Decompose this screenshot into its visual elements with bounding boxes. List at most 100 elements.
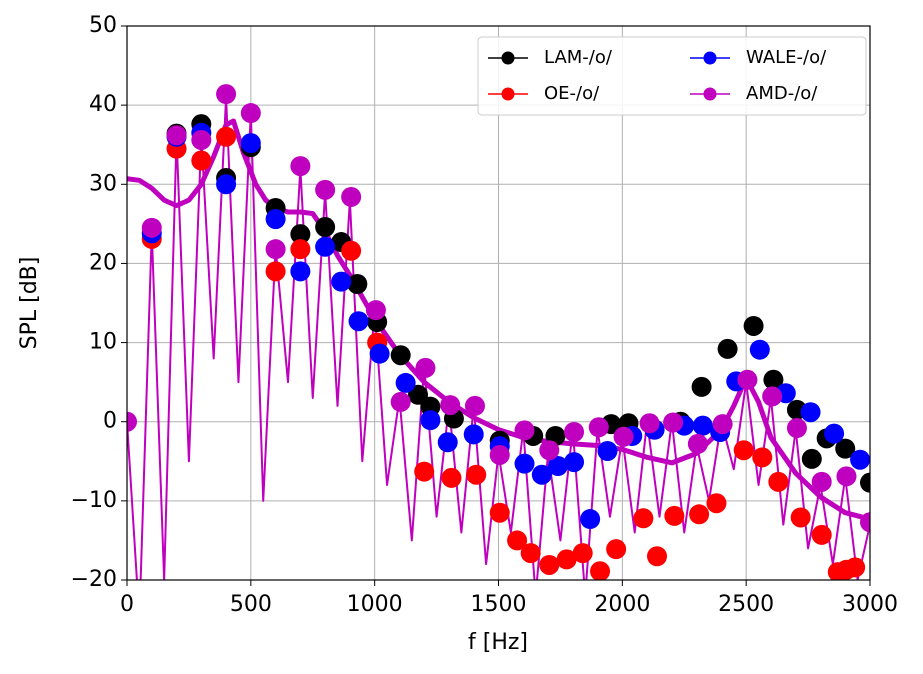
marker <box>348 311 369 332</box>
x-tick-label: 0 <box>120 592 134 617</box>
marker <box>547 456 568 477</box>
marker <box>606 539 627 560</box>
x-tick-label: 2000 <box>594 592 650 617</box>
marker <box>556 549 577 570</box>
legend-marker <box>703 87 717 101</box>
marker <box>860 472 870 493</box>
y-tick-label: −10 <box>71 488 117 513</box>
marker <box>315 217 336 238</box>
marker <box>712 414 733 435</box>
y-tick-label: 50 <box>89 13 117 38</box>
marker <box>369 343 390 364</box>
marker <box>590 561 611 580</box>
marker <box>240 103 261 124</box>
marker <box>539 440 560 461</box>
marker <box>408 384 429 405</box>
marker <box>415 357 436 378</box>
legend-box <box>477 36 867 116</box>
marker <box>390 391 411 412</box>
marker <box>768 471 789 492</box>
marker <box>347 274 368 295</box>
marker <box>265 209 286 230</box>
x-tick-label: 1000 <box>347 592 403 617</box>
marker <box>763 369 784 390</box>
marker <box>390 345 411 366</box>
marker <box>514 453 535 474</box>
marker <box>463 424 484 445</box>
marker <box>464 395 485 416</box>
marker <box>800 402 821 423</box>
marker <box>507 530 528 551</box>
x-axis-label: f [Hz] <box>468 630 528 655</box>
marker <box>786 418 807 439</box>
x-tick-label: 500 <box>230 592 272 617</box>
marker <box>564 452 585 473</box>
marker <box>845 557 866 578</box>
marker <box>341 186 362 207</box>
marker <box>860 512 870 533</box>
marker <box>520 543 541 564</box>
marker <box>216 174 237 195</box>
marker <box>633 508 654 529</box>
marker <box>564 422 585 443</box>
marker <box>737 369 758 390</box>
marker <box>290 224 311 245</box>
x-tick-label: 2500 <box>718 592 774 617</box>
y-tick-label: 10 <box>89 330 117 355</box>
marker <box>395 372 416 393</box>
marker <box>801 448 822 469</box>
marker <box>733 440 754 461</box>
marker <box>580 509 601 530</box>
marker <box>191 150 212 171</box>
marker <box>331 271 352 292</box>
marker <box>265 261 286 282</box>
marker <box>290 239 311 260</box>
marker <box>663 412 684 433</box>
marker <box>341 240 362 261</box>
marker <box>466 464 487 485</box>
marker <box>588 417 609 438</box>
marker <box>216 126 237 147</box>
marker <box>216 84 237 105</box>
marker <box>749 339 770 360</box>
marker <box>365 300 386 321</box>
marker <box>127 411 137 432</box>
marker <box>639 413 660 434</box>
y-tick-label: 40 <box>89 92 117 117</box>
marker <box>717 338 738 359</box>
legend-marker <box>501 87 515 101</box>
legend-marker <box>501 51 515 65</box>
marker <box>811 524 832 545</box>
marker <box>315 179 336 200</box>
marker <box>531 464 552 485</box>
marker <box>141 217 162 238</box>
marker <box>572 543 593 564</box>
y-tick-label: 20 <box>89 250 117 275</box>
marker <box>811 471 832 492</box>
legend-label: WALE-/o/ <box>746 47 827 68</box>
marker <box>762 386 783 407</box>
legend-label: AMD-/o/ <box>746 83 818 104</box>
marker <box>489 444 510 465</box>
y-tick-label: 30 <box>89 171 117 196</box>
y-tick-label: −20 <box>71 567 117 592</box>
marker <box>420 410 441 431</box>
x-tick-label: 1500 <box>471 592 527 617</box>
marker <box>691 376 712 397</box>
marker <box>752 447 773 468</box>
marker <box>290 261 311 282</box>
plot-area <box>127 84 870 580</box>
y-tick-label: 0 <box>103 409 117 434</box>
marker <box>166 125 187 146</box>
legend-marker <box>703 51 717 65</box>
marker <box>240 133 261 154</box>
marker <box>265 239 286 260</box>
marker <box>692 415 713 436</box>
marker <box>790 507 811 528</box>
marker <box>687 433 708 454</box>
marker <box>597 440 618 461</box>
legend-label: LAM-/o/ <box>544 47 613 68</box>
marker <box>824 423 845 444</box>
